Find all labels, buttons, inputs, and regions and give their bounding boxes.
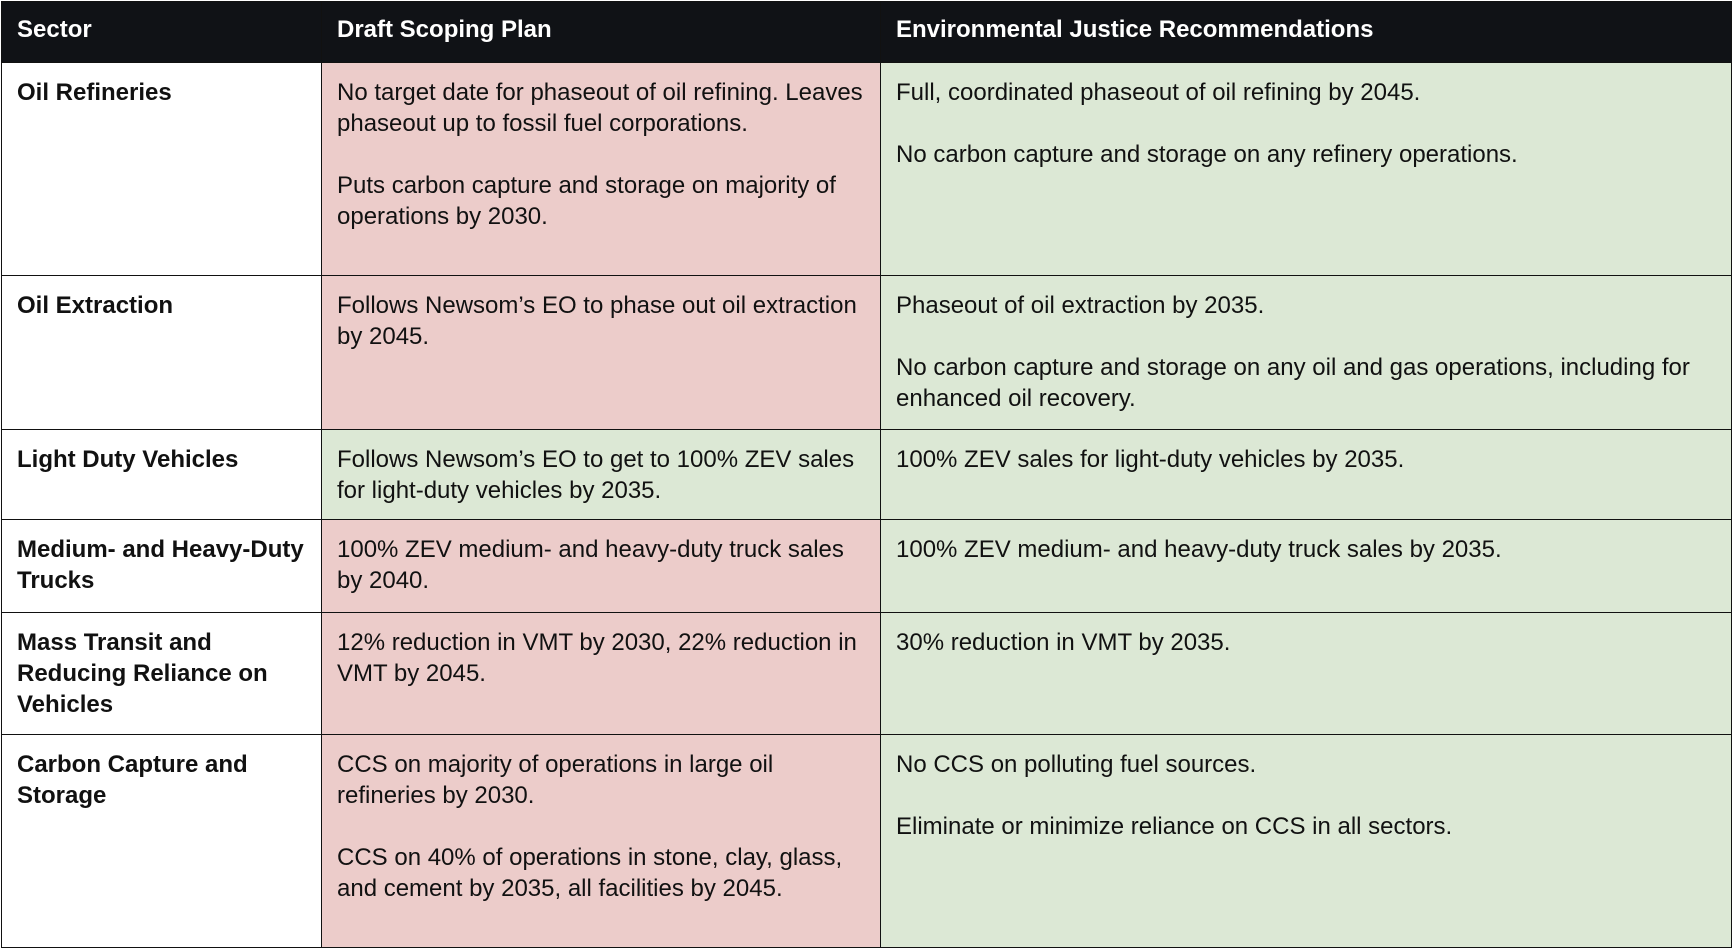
plan-text: No target date for phaseout of oil refin… <box>337 79 863 137</box>
recommendation-text: Phaseout of oil extraction by 2035. <box>896 292 1265 319</box>
recommendation-text: No carbon capture and storage on any ref… <box>896 141 1518 168</box>
header-cell: Draft Scoping Plan <box>321 1 881 63</box>
plan-text: 100% ZEV medium- and heavy-duty truck sa… <box>337 536 844 594</box>
plan-text: Puts carbon capture and storage on major… <box>337 172 836 230</box>
plan-cell: No target date for phaseout of oil refin… <box>321 62 881 276</box>
recommendation-text: No carbon capture and storage on any oil… <box>896 354 1690 412</box>
recommendation-cell: 100% ZEV sales for light-duty vehicles b… <box>880 429 1732 520</box>
plan-text: CCS on majority of operations in large o… <box>337 751 774 809</box>
sector-cell: Mass Transit and Reducing Reliance on Ve… <box>1 612 322 735</box>
plan-cell: Follows Newsom’s EO to phase out oil ext… <box>321 275 881 430</box>
plan-text: 12% reduction in VMT by 2030, 22% reduct… <box>337 629 857 687</box>
sector-cell: Oil Refineries <box>1 62 322 276</box>
sector-cell: Carbon Capture and Storage <box>1 734 322 948</box>
plan-text: Follows Newsom’s EO to get to 100% ZEV s… <box>337 446 855 504</box>
plan-cell: 100% ZEV medium- and heavy-duty truck sa… <box>321 519 881 613</box>
recommendation-cell: 30% reduction in VMT by 2035. <box>880 612 1732 735</box>
table-row: Oil Refineries No target date for phaseou… <box>1 62 1732 276</box>
plan-text: Follows Newsom’s EO to phase out oil ext… <box>337 292 857 350</box>
plan-text: CCS on 40% of operations in stone, clay,… <box>337 844 843 902</box>
sector-cell: Oil Extraction <box>1 275 322 430</box>
header-row: Sector Draft Scoping Plan Environmental Ju… <box>1 1 1732 63</box>
table-row: Medium- and Heavy-Duty Trucks 100% ZEV me… <box>1 519 1732 613</box>
recommendation-text: No CCS on polluting fuel sources. <box>896 751 1257 778</box>
header-cell: Environmental Justice Recommendations <box>880 1 1732 63</box>
sector-cell: Medium- and Heavy-Duty Trucks <box>1 519 322 613</box>
table-row: Carbon Capture and Storage CCS on majorit… <box>1 734 1732 948</box>
recommendation-text: Eliminate or minimize reliance on CCS in… <box>896 813 1453 840</box>
recommendation-text: 100% ZEV sales for light-duty vehicles b… <box>896 446 1405 473</box>
recommendation-cell: Full, coordinated phaseout of oil refini… <box>880 62 1732 276</box>
header-cell: Sector <box>1 1 322 63</box>
recommendation-text: 30% reduction in VMT by 2035. <box>896 629 1231 656</box>
recommendation-text: Full, coordinated phaseout of oil refini… <box>896 79 1421 106</box>
table-row: Mass Transit and Reducing Reliance on Ve… <box>1 612 1732 735</box>
plan-cell: CCS on majority of operations in large o… <box>321 734 881 948</box>
plan-cell: 12% reduction in VMT by 2030, 22% reduct… <box>321 612 881 735</box>
table-row: Light Duty Vehicles Follows Newsom’s EO t… <box>1 429 1732 520</box>
sector-cell: Light Duty Vehicles <box>1 429 322 520</box>
plan-cell: Follows Newsom’s EO to get to 100% ZEV s… <box>321 429 881 520</box>
recommendation-cell: Phaseout of oil extraction by 2035. No ca… <box>880 275 1732 430</box>
table-row: Oil Extraction Follows Newsom’s EO to pha… <box>1 275 1732 430</box>
recommendation-cell: 100% ZEV medium- and heavy-duty truck sa… <box>880 519 1732 613</box>
recommendation-cell: No CCS on polluting fuel sources. Elimina… <box>880 734 1732 948</box>
recommendation-text: 100% ZEV medium- and heavy-duty truck sa… <box>896 536 1502 563</box>
